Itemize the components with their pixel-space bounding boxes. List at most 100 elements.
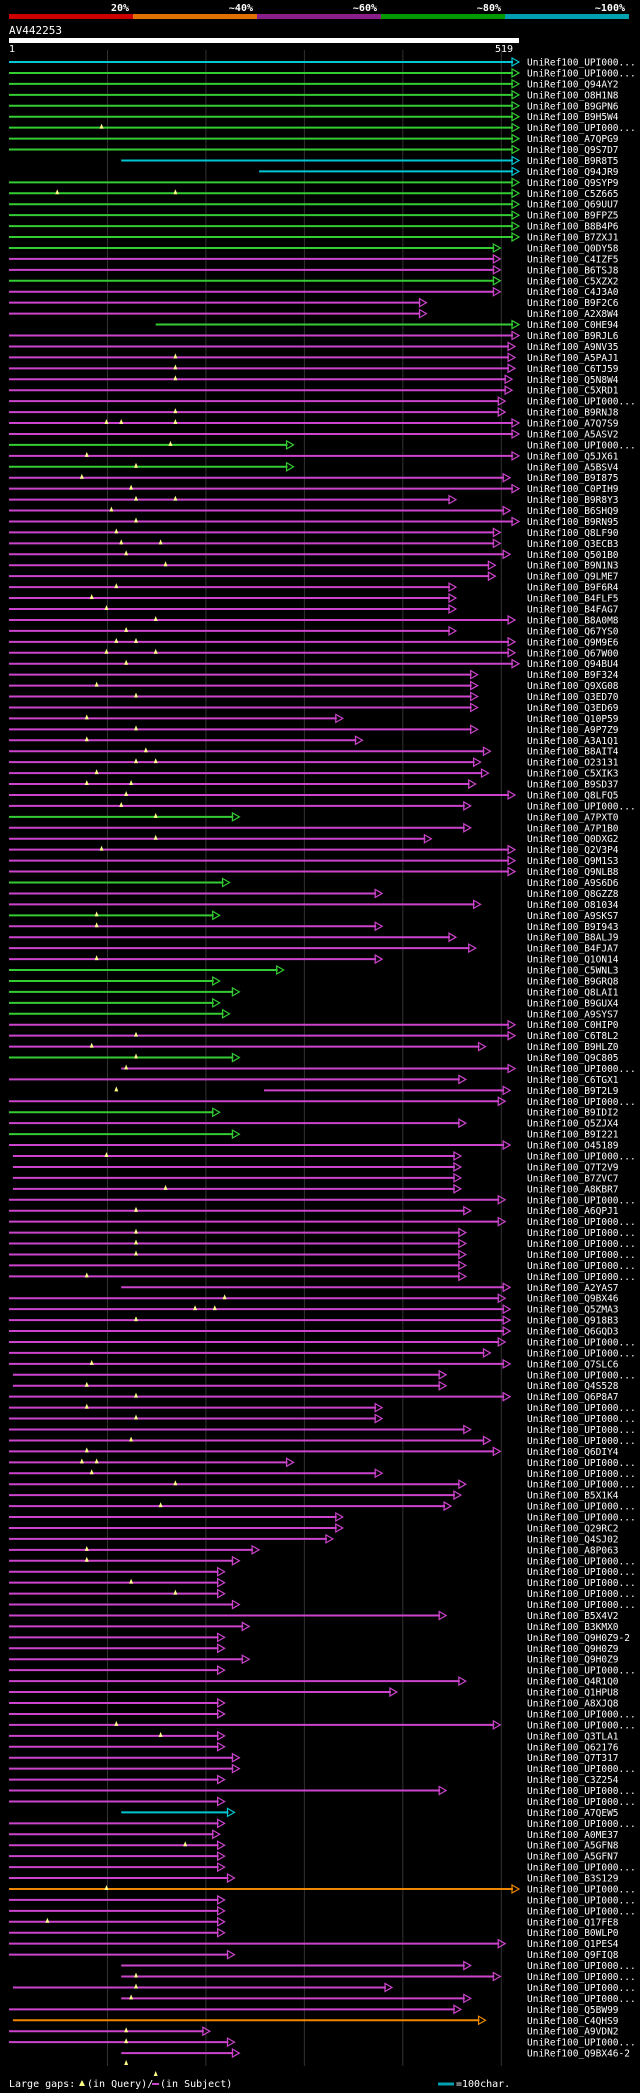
hit-label[interactable]: UniRef100_B9FPZ5 [527,211,619,222]
hit-label[interactable]: UniRef100_UPI000... [527,1502,636,1513]
hit-label[interactable]: UniRef100_A7QPG9 [527,134,619,145]
hit-label[interactable]: UniRef100_B3KMX0 [527,1622,619,1633]
hit-label[interactable]: UniRef100_UPI000... [527,1436,636,1447]
hit-label[interactable]: UniRef100_Q3ECB3 [527,539,619,550]
hit-label[interactable]: UniRef100_Q4SJ02 [527,1534,619,1545]
hit-label[interactable]: UniRef100_B5X1K4 [527,1491,619,1502]
hit-label[interactable]: UniRef100_UPI000... [527,1414,636,1425]
hit-label[interactable]: UniRef100_B9T2L9 [527,1086,619,1097]
hit-label[interactable]: UniRef100_B9GPN6 [527,101,619,112]
hit-label[interactable]: UniRef100_A9SKS7 [527,911,619,922]
hit-label[interactable]: UniRef100_A9SYS7 [527,1009,619,1020]
hit-label[interactable]: UniRef100_B9I221 [527,1130,619,1141]
hit-label[interactable]: UniRef100_UPI000... [527,1513,636,1524]
hit-label[interactable]: UniRef100_UPI000... [527,1425,636,1436]
hit-label[interactable]: UniRef100_B9F2C6 [527,298,619,309]
hit-label[interactable]: UniRef100_O8H1N8 [527,90,619,101]
hit-label[interactable]: UniRef100_A5PAJ1 [527,353,619,364]
hit-label[interactable]: UniRef100_Q8LAI1 [527,987,619,998]
hit-label[interactable]: UniRef100_O45189 [527,1141,619,1152]
hit-label[interactable]: UniRef100_Q5ZMA3 [527,1305,619,1316]
hit-label[interactable]: UniRef100_Q9BX46-2 [527,2049,630,2060]
hit-label[interactable]: UniRef100_A2YAS7 [527,1283,619,1294]
hit-label[interactable]: UniRef100_A8KBR7 [527,1184,619,1195]
hit-label[interactable]: UniRef100_B8B4P6 [527,222,619,233]
hit-label[interactable]: UniRef100_Q94BU4 [527,659,619,670]
hit-label[interactable]: UniRef100_Q9XG08 [527,681,619,692]
hit-label[interactable]: UniRef100_A0ME37 [527,1830,619,1841]
hit-label[interactable]: UniRef100_C0HE94 [527,320,619,331]
hit-label[interactable]: UniRef100_C4J3A0 [527,287,619,298]
hit-label[interactable]: UniRef100_Q5BW99 [527,2005,619,2016]
hit-label[interactable]: UniRef100_B7ZVC7 [527,1173,619,1184]
hit-label[interactable]: UniRef100_Q1ON14 [527,955,619,966]
hit-label[interactable]: UniRef100_B9IDI2 [527,1108,619,1119]
hit-label[interactable]: UniRef100_Q0DY58 [527,243,619,254]
hit-label[interactable]: UniRef100_Q7T2V9 [527,1162,619,1173]
hit-label[interactable]: UniRef100_B9F324 [527,670,619,681]
hit-label[interactable]: UniRef100_Q17FE8 [527,1917,619,1928]
hit-label[interactable]: UniRef100_Q6P8A7 [527,1392,619,1403]
hit-label[interactable]: UniRef100_B9RN95 [527,517,619,528]
hit-label[interactable]: UniRef100_B3S129 [527,1874,619,1885]
hit-label[interactable]: UniRef100_UPI000... [527,1097,636,1108]
hit-label[interactable]: UniRef100_A5GFN8 [527,1841,619,1852]
hit-label[interactable]: UniRef100_UPI000... [527,1720,636,1731]
hit-label[interactable]: UniRef100_B8A0M8 [527,615,619,626]
hit-label[interactable]: UniRef100_Q3ED69 [527,703,619,714]
hit-label[interactable]: UniRef100_B9HLZ0 [527,1042,619,1053]
hit-label[interactable]: UniRef100_UPI000... [527,68,636,79]
hit-label[interactable]: UniRef100_B9H5W4 [527,112,619,123]
hit-label[interactable]: UniRef100_UPI000... [527,801,636,812]
hit-label[interactable]: UniRef100_C5XIK3 [527,769,619,780]
hit-label[interactable]: UniRef100_Q8LFQ5 [527,790,619,801]
hit-label[interactable]: UniRef100_UPI000... [527,1983,636,1994]
hit-label[interactable]: UniRef100_Q5ZJX4 [527,1119,619,1130]
hit-label[interactable]: UniRef100_B4FAG7 [527,605,619,616]
hit-label[interactable]: UniRef100_B4FLF5 [527,594,619,605]
hit-label[interactable]: UniRef100_B6TSJ8 [527,265,619,276]
hit-label[interactable]: UniRef100_A7PXT0 [527,812,619,823]
hit-label[interactable]: UniRef100_UPI000... [527,1884,636,1895]
hit-label[interactable]: UniRef100_Q62176 [527,1742,619,1753]
hit-label[interactable]: UniRef100_A9NV35 [527,342,619,353]
hit-label[interactable]: UniRef100_A9VDN2 [527,2027,619,2038]
hit-label[interactable]: UniRef100_B8AIT4 [527,747,619,758]
hit-label[interactable]: UniRef100_Q1PES4 [527,1939,619,1950]
hit-label[interactable]: UniRef100_UPI000... [527,1228,636,1239]
hit-label[interactable]: UniRef100_A2X8W4 [527,309,619,320]
hit-label[interactable]: UniRef100_A9S6D6 [527,878,619,889]
hit-label[interactable]: UniRef100_Q501B0 [527,550,619,561]
hit-label[interactable]: UniRef100_C4QHS9 [527,2016,619,2027]
hit-label[interactable]: UniRef100_Q8LF90 [527,528,619,539]
hit-label[interactable]: UniRef100_B9N1N3 [527,561,619,572]
hit-label[interactable]: UniRef100_UPI000... [527,1403,636,1414]
hit-label[interactable]: UniRef100_Q3ED70 [527,692,619,703]
hit-label[interactable]: UniRef100_UPI000... [527,1709,636,1720]
hit-label[interactable]: UniRef100_UPI000... [527,1972,636,1983]
hit-label[interactable]: UniRef100_Q4S528 [527,1381,619,1392]
hit-label[interactable]: UniRef100_Q9BX46 [527,1294,619,1305]
hit-label[interactable]: UniRef100_Q6DIY4 [527,1447,619,1458]
hit-label[interactable]: UniRef100_B9RNJ8 [527,408,619,419]
hit-label[interactable]: UniRef100_Q5N8W4 [527,375,619,386]
hit-label[interactable]: UniRef100_Q0DXG2 [527,834,619,845]
hit-label[interactable]: UniRef100_Q1HPU8 [527,1688,619,1699]
hit-label[interactable]: UniRef100_UPI000... [527,1458,636,1469]
hit-label[interactable]: UniRef100_A5BSV4 [527,462,619,473]
hit-label[interactable]: UniRef100_B9I875 [527,473,619,484]
hit-label[interactable]: UniRef100_B5X4V2 [527,1611,619,1622]
hit-label[interactable]: UniRef100_C6TJ59 [527,364,619,375]
hit-label[interactable]: UniRef100_UPI000... [527,397,636,408]
hit-label[interactable]: UniRef100_C3Z254 [527,1775,619,1786]
hit-label[interactable]: UniRef100_A8P063 [527,1545,619,1556]
hit-label[interactable]: UniRef100_UPI000... [527,58,636,69]
hit-label[interactable]: UniRef100_C0HIP0 [527,1020,619,1031]
hit-label[interactable]: UniRef100_UPI000... [527,440,636,451]
hit-label[interactable]: UniRef100_Q7SLC6 [527,1359,619,1370]
hit-label[interactable]: UniRef100_Q9C805 [527,1053,619,1064]
hit-label[interactable]: UniRef100_UPI000... [527,1337,636,1348]
hit-label[interactable]: UniRef100_UPI000... [527,1906,636,1917]
hit-label[interactable]: UniRef100_UPI000... [527,1600,636,1611]
hit-label[interactable]: UniRef100_C5XZX2 [527,276,619,287]
